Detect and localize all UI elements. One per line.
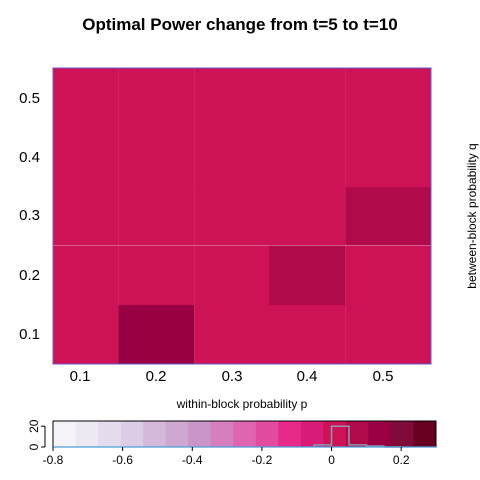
colorbar (52, 420, 437, 448)
colorbar-swatch (233, 421, 257, 447)
y-tick-label: 0.2 (19, 267, 40, 284)
colorbar-swatch (120, 421, 144, 447)
x-tick-label: 0.5 (373, 368, 394, 385)
heatmap-cell (269, 127, 346, 188)
colorbar-tick-label: -0.8 (43, 453, 64, 467)
y-tick-label: 0.5 (19, 90, 40, 107)
y-tick-label: 0.3 (19, 207, 40, 224)
y-axis-label: between-block probability q (465, 143, 479, 288)
colorbar-swatch (278, 421, 302, 447)
colorbar-swatch (390, 421, 414, 447)
heatmap-cells (53, 68, 432, 365)
x-axis-ticks: 0.1 0.2 0.3 0.4 0.5 (70, 368, 394, 385)
colorbar-swatch (98, 421, 121, 447)
heatmap-cell (345, 127, 432, 188)
colorbar-swatch (210, 421, 234, 447)
colorbar-swatch (368, 421, 392, 447)
heatmap-cell (53, 68, 119, 129)
heatmap-cell (345, 245, 432, 306)
colorbar-swatch (413, 421, 437, 447)
chart-title: Optimal Power change from t=5 to t=10 (82, 15, 398, 34)
heatmap-cell (53, 127, 119, 188)
heatmap-cell (194, 185, 271, 246)
colorbar-swatch (345, 421, 369, 447)
heatmap-cell (194, 245, 271, 306)
colorbar-swatch (143, 421, 167, 447)
heatmap-cell (118, 304, 195, 365)
colorbar-histogram (53, 425, 436, 448)
y-tick-label: 0.1 (19, 326, 40, 343)
heatmap-cell (269, 185, 346, 246)
heatmap-cell (194, 68, 271, 129)
colorbar-swatch (75, 421, 99, 447)
x-tick-label: 0.4 (297, 368, 318, 385)
colorbar-swatch (300, 421, 324, 447)
colorbar-swatch (255, 421, 279, 447)
heatmap-cell (345, 68, 432, 129)
heatmap-cell (269, 245, 346, 306)
x-tick-label: 0.2 (146, 368, 167, 385)
heatmap-cell (118, 127, 195, 188)
heatmap-cell (118, 245, 195, 306)
colorbar-tick-label: -0.6 (112, 453, 133, 467)
colorbar-swatch (323, 421, 347, 447)
heatmap-cell (118, 185, 195, 246)
histogram-count-ticks: 0 20 (27, 419, 46, 450)
x-axis-label: within-block probability p (176, 397, 308, 411)
heatmap-cell (53, 185, 119, 246)
heatmap-cell (194, 304, 271, 365)
histogram-outline (313, 425, 402, 448)
count-tick-label: 0 (27, 443, 41, 450)
heatmap-cell (345, 304, 432, 365)
count-tick-label: 20 (27, 419, 41, 433)
y-axis-ticks: 0.1 0.2 0.3 0.4 0.5 (19, 90, 40, 343)
colorbar-ticks: -0.8 -0.6 -0.4 -0.2 0 0.2 (43, 447, 410, 467)
heatmap-cell (269, 68, 346, 129)
colorbar-tick-label: 0 (328, 453, 335, 467)
heatmap-cell (194, 127, 271, 188)
heatmap-cell (53, 304, 119, 365)
colorbar-swatch (53, 421, 76, 447)
heatmap-cell (53, 245, 119, 306)
colorbar-swatch (165, 421, 189, 447)
plot-border (52, 67, 432, 365)
colorbar-tick-label: 0.2 (393, 453, 410, 467)
x-tick-label: 0.3 (222, 368, 243, 385)
heatmap-cell (269, 304, 346, 365)
colorbar-swatch (188, 421, 212, 447)
colorbar-tick-label: -0.4 (182, 453, 203, 467)
x-tick-label: 0.1 (70, 368, 91, 385)
colorbar-tick-label: -0.2 (252, 453, 273, 467)
y-tick-label: 0.4 (19, 149, 40, 166)
heatmap-cell (345, 185, 432, 246)
heatmap-cell (118, 68, 195, 129)
